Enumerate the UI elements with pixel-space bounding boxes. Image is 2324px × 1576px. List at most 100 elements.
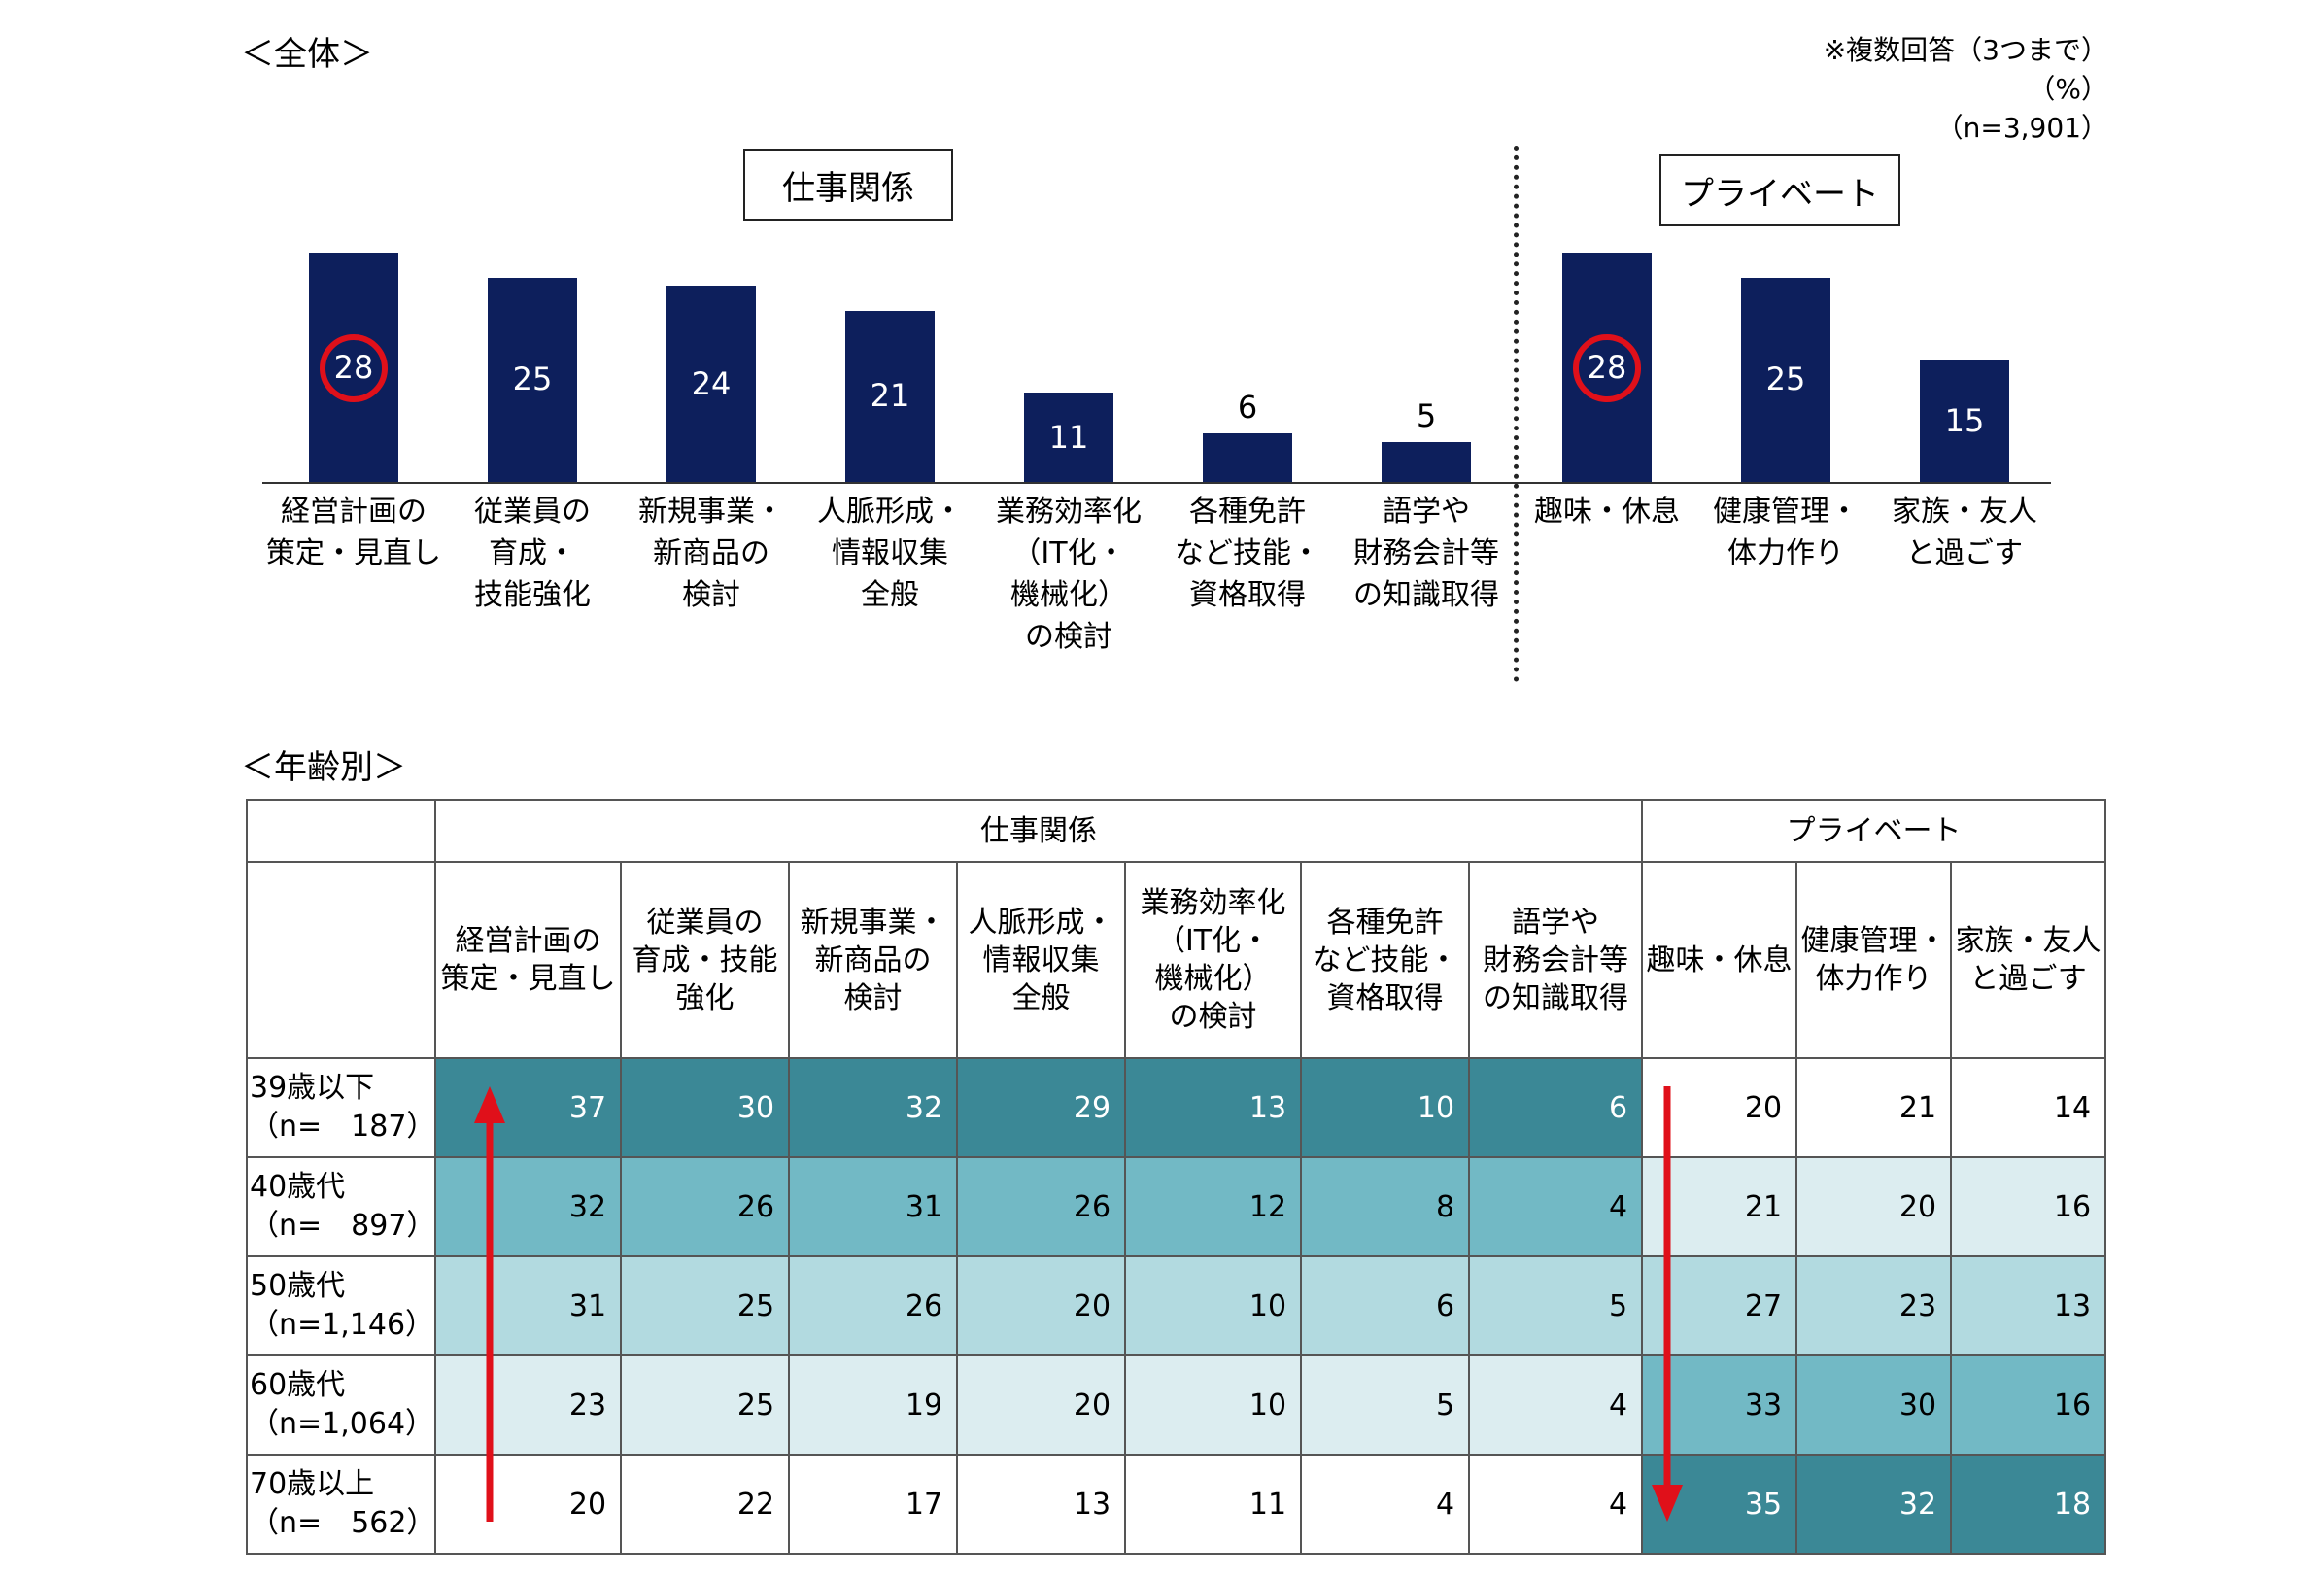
table-cell: 10 (1300, 1057, 1471, 1158)
table-cell: 32 (434, 1156, 623, 1257)
column-header: 健康管理・ 体力作り (1795, 861, 1953, 1059)
category-label: 家族・友人 と過ごす (1892, 495, 2037, 570)
bar (666, 286, 756, 483)
category-label: 人脈形成・ 情報収集 全般 (817, 495, 963, 612)
table-cell: 25 (620, 1354, 791, 1456)
table-cell: 16 (1950, 1354, 2107, 1456)
table-cell: 5 (1468, 1255, 1644, 1356)
table-cell: 13 (956, 1454, 1127, 1555)
column-header: 家族・友人 と過ごす (1950, 861, 2107, 1059)
bar (1920, 360, 2009, 483)
row-label: 70歳以上 （n= 562） (245, 1454, 437, 1555)
table-cell: 5 (1300, 1354, 1471, 1456)
column-header: 各種免許 など技能・ 資格取得 (1300, 861, 1471, 1059)
overall-section-label: ＜全体＞ (241, 35, 373, 74)
table-cell: 10 (1124, 1354, 1303, 1456)
bar-value-label: 11 (1048, 418, 1089, 456)
table-cell: 4 (1468, 1454, 1644, 1555)
table-cell: 6 (1468, 1057, 1644, 1158)
table-cell: 13 (1950, 1255, 2107, 1356)
table-cell: 19 (788, 1354, 959, 1456)
table-cell: 26 (620, 1156, 791, 1257)
category-label: 趣味・休息 (1534, 495, 1680, 529)
category-label: 健康管理・ 体力作り (1713, 495, 1859, 570)
arrow-down-head (1652, 1485, 1683, 1522)
table-cell: 29 (956, 1057, 1127, 1158)
bar-value-label: 25 (1765, 360, 1806, 398)
column-header: 業務効率化 （IT化・ 機械化） の検討 (1124, 861, 1303, 1059)
table-group-private: プライベート (1641, 799, 2107, 863)
column-header: 趣味・休息 (1641, 861, 1798, 1059)
bar (1203, 433, 1292, 483)
table-cell: 8 (1300, 1156, 1471, 1257)
bar (1741, 277, 1830, 483)
table-cell: 20 (956, 1354, 1127, 1456)
bar-value-label: 24 (691, 364, 732, 402)
note-sample-size: （n=3,901） (1935, 112, 2108, 144)
table-cell: 25 (620, 1255, 791, 1356)
table-cell: 4 (1300, 1454, 1471, 1555)
table-cell: 26 (788, 1255, 959, 1356)
overall-bar-chart: 28 経営計画の 策定・見直し 25 従業員の 育成・ 技能強化 24 新規事業・ 新商品の 検討 2… (0, 0, 2324, 700)
table-cell: 30 (620, 1057, 791, 1158)
table-cell: 12 (1124, 1156, 1303, 1257)
table-cell: 17 (788, 1454, 959, 1555)
table-cell: 26 (956, 1156, 1127, 1257)
group-divider (1514, 146, 1519, 682)
age-table: 仕事関係 プライベート 経営計画の 策定・見直し 従業員の 育成・技能 強化 新規事業・新… (245, 799, 2107, 1555)
category-label: 新規事業・ 新商品の 検討 (638, 495, 784, 612)
table-cell: 32 (788, 1057, 959, 1158)
bar (488, 277, 577, 483)
category-label: 語学や 財務会計等 の知識取得 (1353, 495, 1499, 612)
table-cell: 32 (1795, 1454, 1953, 1555)
table-cell: 23 (1795, 1255, 1953, 1356)
table-cell: 31 (434, 1255, 623, 1356)
row-label: 50歳代 （n=1,146） (245, 1255, 437, 1356)
corner-cell (245, 799, 437, 863)
highlight-circle (1573, 333, 1641, 402)
category-label: 経営計画の 策定・見直し (266, 495, 441, 570)
table-group-work: 仕事関係 (434, 799, 1644, 863)
bar (845, 310, 935, 483)
group-label-work: 仕事関係 (743, 149, 953, 221)
table-cell: 6 (1300, 1255, 1471, 1356)
table-cell: 14 (1950, 1057, 2107, 1158)
table-row: 40歳代 （n= 897） 32 26 31 26 12 8 4 21 20 16 (245, 1156, 2107, 1257)
table-cell: 20 (956, 1255, 1127, 1356)
table-cell: 11 (1124, 1454, 1303, 1555)
bar-value-label: 6 (1237, 389, 1258, 427)
chart-baseline (262, 482, 2051, 484)
category-label: 業務効率化 （IT化・ 機械化） の検討 (996, 495, 1142, 654)
table-cell: 31 (788, 1156, 959, 1257)
highlight-circle (320, 333, 388, 402)
column-header: 人脈形成・ 情報収集 全般 (956, 861, 1127, 1059)
column-header: 経営計画の 策定・見直し (434, 861, 623, 1059)
table-cell: 22 (620, 1454, 791, 1555)
group-label-private: プライベート (1659, 154, 1900, 226)
table-cell: 4 (1468, 1156, 1644, 1257)
category-label: 各種免許 など技能・ 資格取得 (1175, 495, 1320, 612)
row-label: 40歳代 （n= 897） (245, 1156, 437, 1257)
table-cell: 20 (434, 1454, 623, 1555)
table-cell: 37 (434, 1057, 623, 1158)
column-header: 従業員の 育成・技能 強化 (620, 861, 791, 1059)
bar-value-label: 25 (512, 360, 553, 398)
table-cell: 4 (1468, 1354, 1644, 1456)
bar-value-label: 15 (1944, 401, 1985, 439)
note-multiple-answers: ※複数回答（3つまで） (1823, 34, 2108, 66)
table-cell: 10 (1124, 1255, 1303, 1356)
age-section-label: ＜年齢別＞ (241, 748, 406, 787)
bar (1382, 441, 1471, 483)
row-label: 39歳以下 （n= 187） (245, 1057, 437, 1158)
corner-cell-2 (245, 861, 437, 1059)
table-cell: 18 (1950, 1454, 2107, 1555)
row-label: 60歳代 （n=1,064） (245, 1354, 437, 1456)
bar-value-label: 21 (870, 377, 910, 415)
table-cell: 20 (1795, 1156, 1953, 1257)
table-cell: 30 (1795, 1354, 1953, 1456)
table-cell: 23 (434, 1354, 623, 1456)
table-row: 50歳代 （n=1,146） 31 25 26 20 10 6 5 27 23 13 (245, 1255, 2107, 1356)
column-header: 語学や 財務会計等 の知識取得 (1468, 861, 1644, 1059)
table-cell: 16 (1950, 1156, 2107, 1257)
